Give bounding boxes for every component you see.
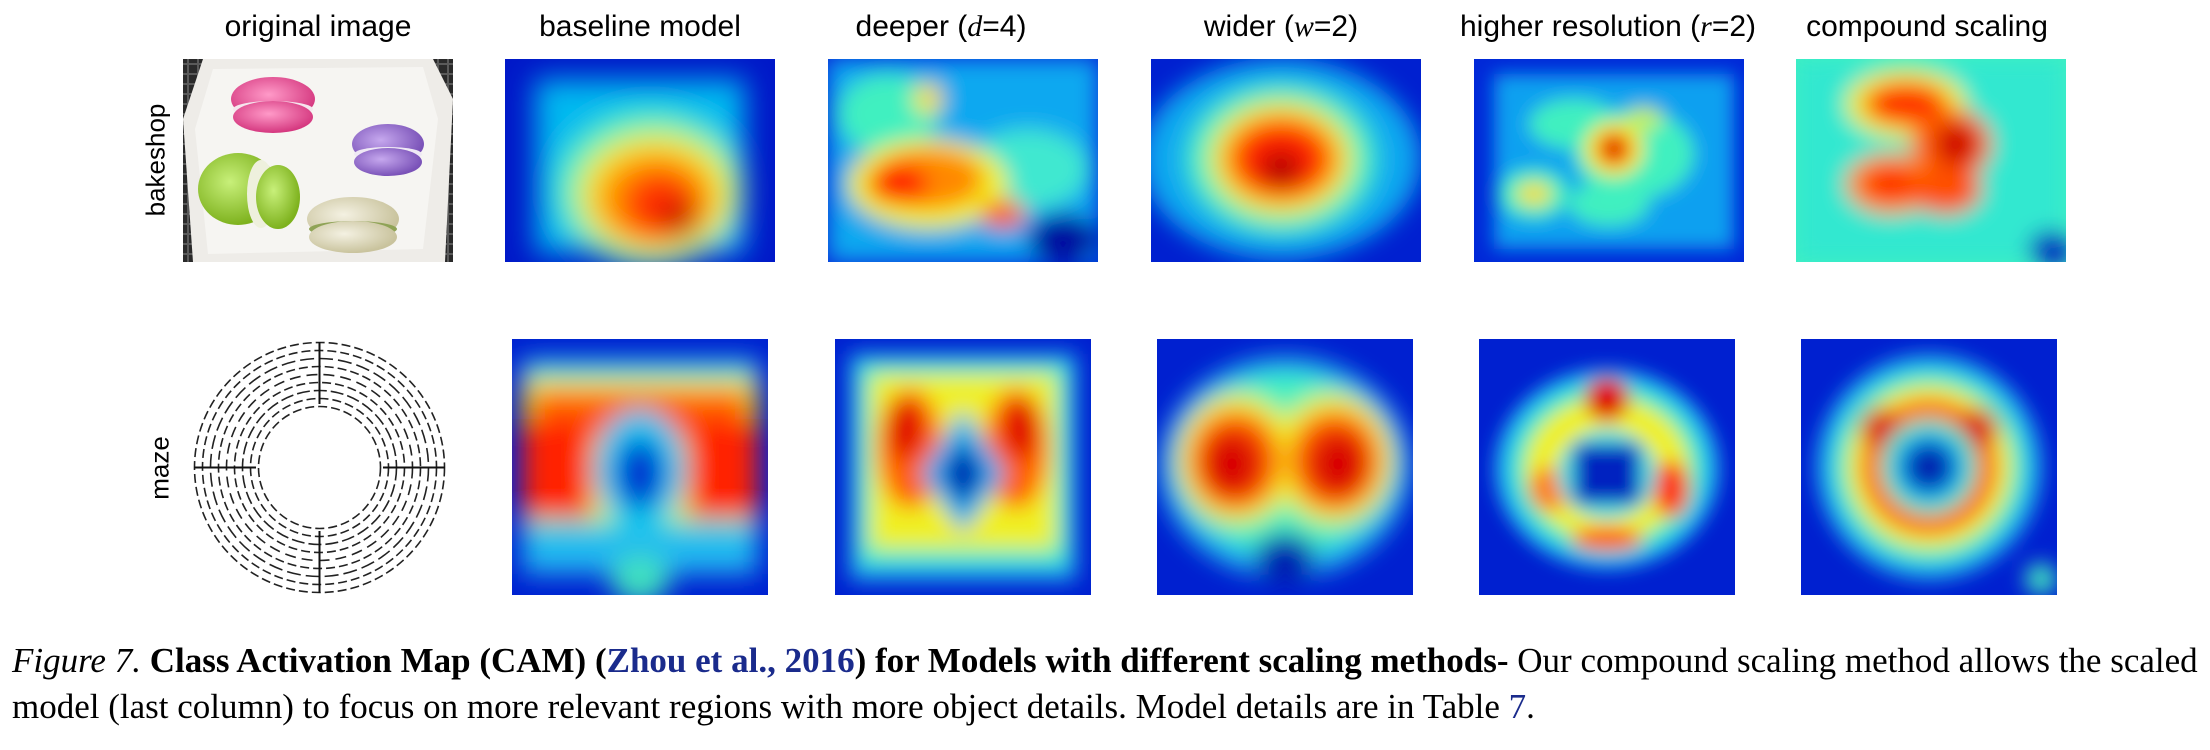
maze-cam-compound-scaling [1801, 339, 2057, 595]
column-title-original-image: original image [224, 10, 412, 43]
column-title-higher-resolution: higher resolution (r=2) [1459, 10, 1757, 43]
maze-original-image [192, 340, 447, 595]
caption-title-part1: Class Activation Map (CAM) ( [149, 641, 607, 680]
bakeshop-cam-wider [1151, 59, 1421, 262]
figure-caption: Figure 7. Class Activation Map (CAM) (Zh… [12, 638, 2202, 730]
bakeshop-cam-baseline-model [505, 59, 775, 262]
column-title-baseline-model: baseline model [539, 10, 741, 43]
bakeshop-cam-deeper [828, 59, 1098, 262]
row-label-maze: maze [144, 436, 175, 500]
caption-title-part2: ) for Models with different scaling meth… [854, 641, 1509, 680]
maze-cam-baseline-model [512, 339, 768, 595]
maze-cam-wider [1157, 339, 1413, 595]
column-title-wider: wider (w=2) [1203, 10, 1359, 43]
citation-link[interactable]: Zhou et al., 2016 [606, 641, 855, 680]
maze-cam-higher-resolution [1479, 339, 1735, 595]
caption-body: Our compound scaling method allows the s… [12, 641, 2198, 726]
table-reference-link[interactable]: 7 [1508, 687, 1527, 726]
figure-label: Figure 7. [12, 641, 141, 680]
row-label-bakeshop: bakeshop [140, 103, 171, 217]
column-title-deeper: deeper (d=4) [855, 10, 1027, 43]
caption-end: . [1526, 687, 1535, 726]
column-title-compound-scaling: compound scaling [1806, 10, 2048, 43]
maze-cam-deeper [835, 339, 1091, 595]
bakeshop-original-image [183, 59, 453, 262]
bakeshop-cam-higher-resolution [1474, 59, 1744, 262]
bakeshop-cam-compound-scaling [1796, 59, 2066, 262]
